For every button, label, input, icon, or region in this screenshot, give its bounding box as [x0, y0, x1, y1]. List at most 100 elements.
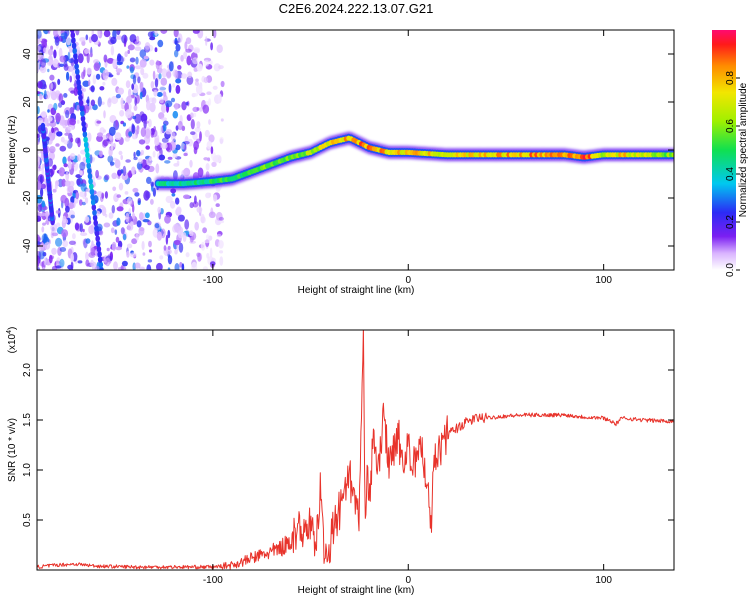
- noise-blob: [55, 210, 61, 214]
- noise-blob: [95, 169, 99, 179]
- noise-blob: [64, 132, 70, 136]
- noise-blob: [73, 86, 79, 96]
- noise-blob: [75, 137, 81, 144]
- noise-blob: [167, 255, 173, 265]
- streak-segment: [76, 79, 81, 86]
- colorbar-tick-label: 0.8: [725, 71, 736, 85]
- noise-blob: [50, 82, 54, 90]
- noise-blob: [135, 233, 139, 241]
- noise-blob: [37, 202, 43, 213]
- streak-segment: [71, 42, 77, 49]
- noise-blob: [183, 152, 188, 157]
- noise-blob: [203, 59, 210, 67]
- snr-line: [37, 330, 674, 570]
- noise-blob: [210, 261, 216, 266]
- noise-blob: [160, 142, 168, 150]
- noise-blob: [142, 212, 146, 222]
- noise-blob: [181, 263, 185, 270]
- noise-blob: [124, 136, 130, 142]
- noise-blob: [76, 178, 81, 186]
- noise-blob: [194, 221, 199, 231]
- noise-blob: [134, 40, 142, 46]
- noise-blob: [112, 59, 117, 69]
- noise-blob: [218, 216, 224, 221]
- noise-blob: [111, 77, 118, 86]
- x-tick-label: 0: [405, 575, 411, 586]
- noise-blob: [174, 102, 179, 110]
- noise-blob: [196, 63, 203, 72]
- noise-blob: [57, 78, 61, 85]
- noise-blob: [209, 247, 213, 258]
- noise-blob: [41, 163, 45, 169]
- noise-blob: [59, 120, 65, 126]
- noise-blob: [39, 65, 47, 74]
- noise-blob: [173, 30, 179, 38]
- noise-blob: [117, 87, 124, 95]
- noise-blob: [172, 153, 178, 159]
- noise-blob: [85, 251, 89, 261]
- noise-blob: [139, 111, 145, 118]
- noise-blob: [164, 160, 171, 164]
- noise-blob: [63, 163, 68, 168]
- noise-blob: [205, 163, 210, 171]
- noise-blob: [70, 214, 75, 219]
- noise-blob: [177, 65, 182, 70]
- noise-blob: [172, 110, 179, 119]
- noise-blob: [55, 237, 63, 247]
- noise-blob: [55, 112, 61, 123]
- noise-blob: [147, 220, 152, 226]
- signal-track: [154, 131, 674, 191]
- snr-xlabel: Height of straight line (km): [298, 585, 415, 596]
- snr-multiplier: (x104): [6, 327, 18, 354]
- noise-blob: [37, 106, 40, 115]
- noise-blob: [171, 132, 176, 142]
- noise-blob: [89, 52, 93, 58]
- noise-blob: [69, 185, 74, 193]
- noise-blob: [44, 90, 47, 98]
- y-tick-label: 2.0: [22, 363, 33, 377]
- noise-blob: [94, 266, 101, 270]
- noise-blob: [192, 30, 200, 34]
- streak-segment: [93, 219, 98, 227]
- streak-segment: [86, 162, 91, 169]
- noise-blob: [37, 194, 43, 204]
- noise-blob: [192, 201, 199, 208]
- streak-segment: [40, 122, 46, 130]
- streak-segment: [87, 172, 93, 180]
- noise-blob: [220, 80, 225, 88]
- streak-segment: [80, 115, 86, 122]
- noise-blob: [149, 36, 156, 41]
- noise-blob: [165, 129, 172, 135]
- noise-blob: [70, 253, 74, 263]
- noise-blob: [207, 157, 211, 162]
- noise-blob: [183, 141, 190, 145]
- noise-blob: [102, 69, 109, 80]
- noise-blob: [165, 100, 173, 108]
- noise-blob: [63, 139, 69, 145]
- noise-blob: [122, 122, 126, 127]
- noise-blob: [54, 36, 60, 47]
- noise-blob: [172, 83, 176, 88]
- noise-blob: [93, 62, 101, 71]
- noise-blob: [88, 79, 91, 87]
- noise-blob: [133, 151, 136, 158]
- noise-blob: [37, 91, 41, 95]
- noise-blob: [176, 206, 182, 215]
- noise-blob: [86, 67, 92, 75]
- noise-blob: [120, 264, 124, 270]
- noise-blob: [127, 44, 135, 51]
- noise-blob: [158, 73, 162, 80]
- streak-segment: [97, 251, 102, 258]
- noise-blob: [150, 181, 155, 187]
- noise-blob: [139, 59, 147, 68]
- noise-blob: [37, 215, 42, 222]
- noise-blob: [131, 124, 136, 135]
- noise-blob: [175, 84, 181, 94]
- noise-blob: [174, 222, 182, 233]
- noise-blob: [181, 169, 188, 177]
- colorbar-ticks: 0.0 0.2 0.4 0.6 0.8: [725, 71, 740, 277]
- spectrogram-ticks: -100 0 100 -40 -20 0 20 40: [22, 30, 674, 286]
- noise-blob: [83, 69, 86, 77]
- noise-blob: [65, 36, 72, 46]
- noise-blob: [124, 35, 127, 45]
